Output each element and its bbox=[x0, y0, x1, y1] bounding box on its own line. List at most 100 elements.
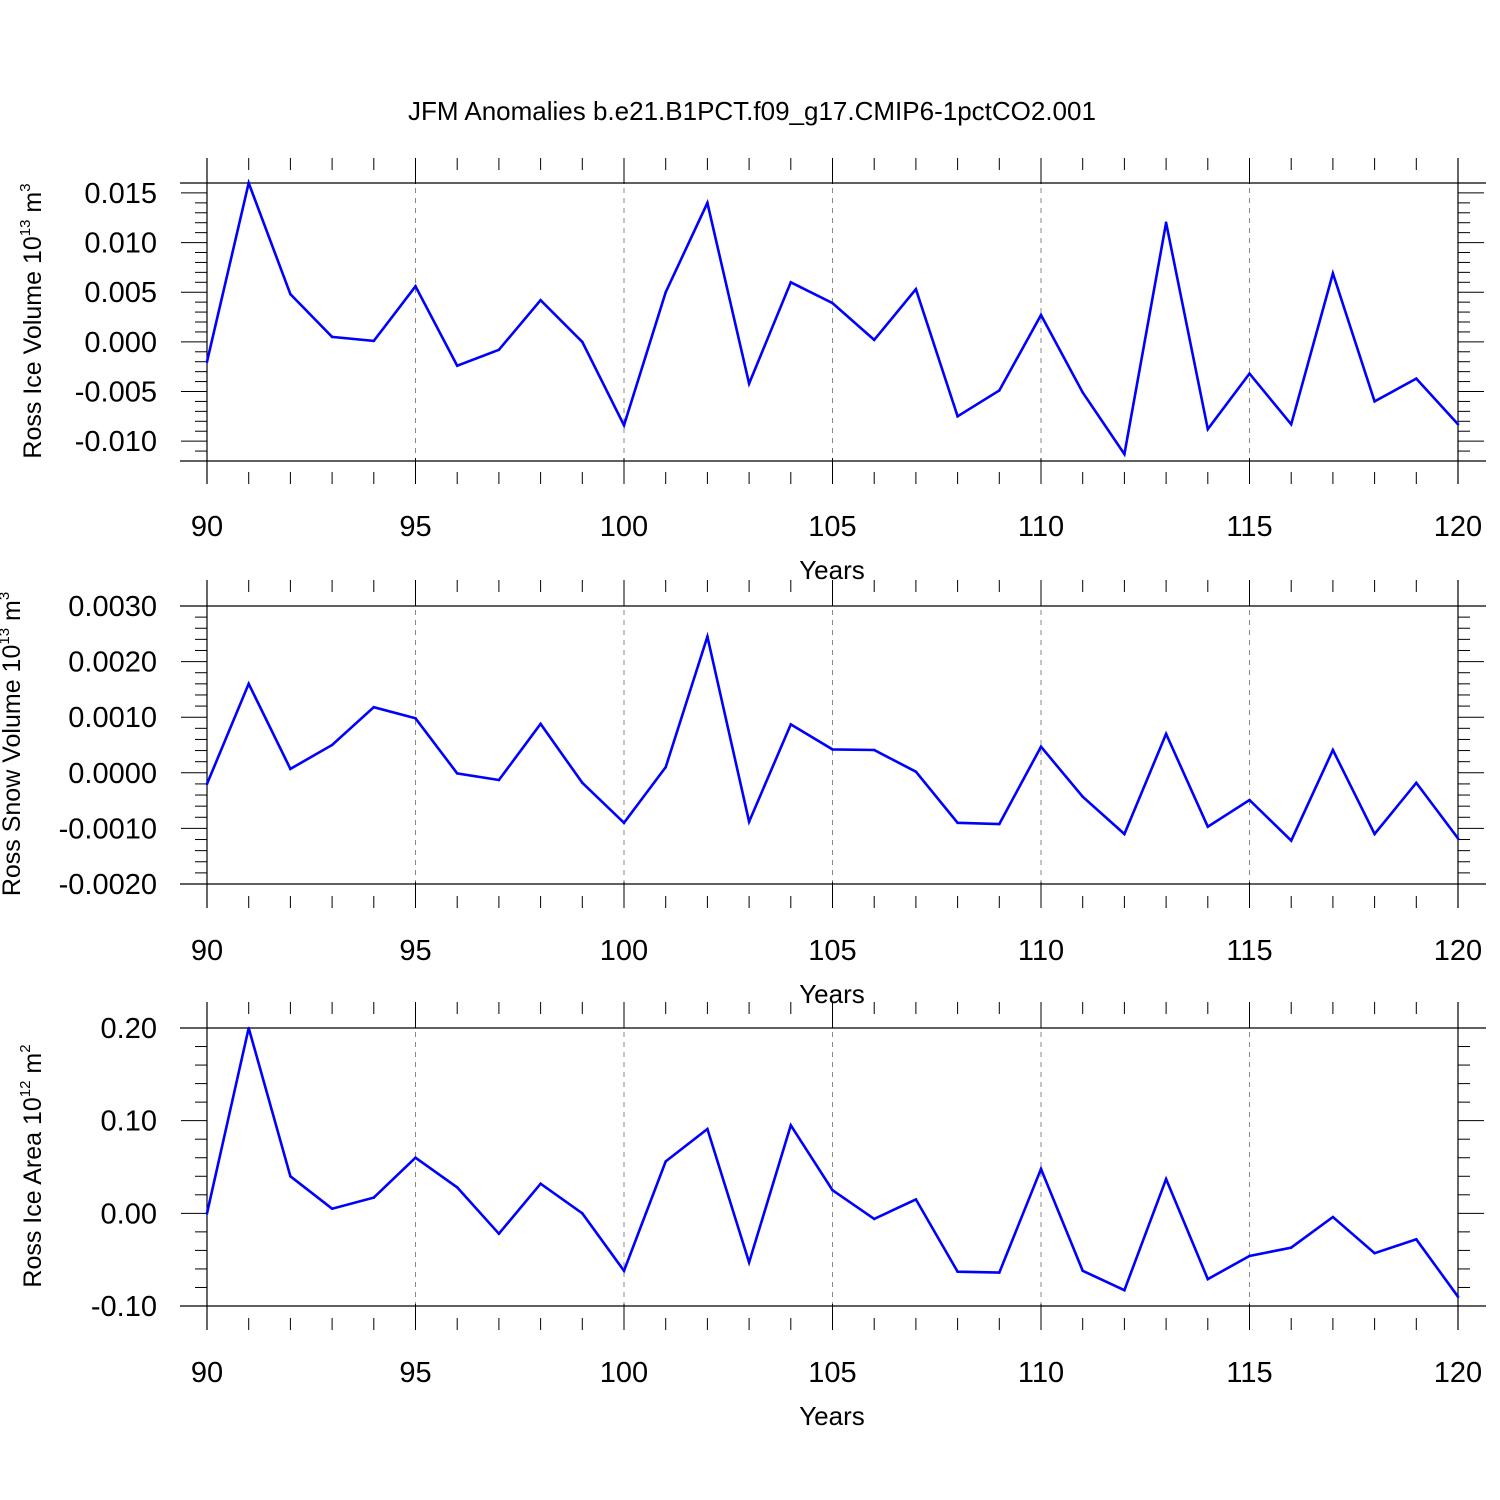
data-point bbox=[831, 301, 834, 305]
chart-panel-2: -0.0020 -0.0010 0.0000 0.0010 0.0020 0.0030 90… bbox=[0, 580, 1486, 1009]
data-point bbox=[789, 723, 793, 726]
data-point bbox=[998, 1271, 1001, 1274]
data-point bbox=[1248, 1254, 1251, 1258]
data-point bbox=[289, 767, 292, 771]
data-point bbox=[1206, 1277, 1210, 1281]
y-axis-label-unit: m bbox=[19, 1053, 47, 1081]
y-tick-label: 0.10 bbox=[101, 1106, 157, 1138]
data-point bbox=[247, 682, 250, 686]
data-point bbox=[205, 360, 209, 364]
y-tick-label: 0.00 bbox=[101, 1198, 157, 1230]
data-point bbox=[414, 284, 417, 288]
data-point bbox=[1039, 745, 1043, 748]
y-axis-label-exponent: 13 bbox=[0, 628, 13, 645]
y-axis-label-unit-exponent: 3 bbox=[17, 183, 34, 191]
data-point bbox=[789, 1124, 793, 1127]
data-point bbox=[372, 1196, 376, 1199]
data-point bbox=[1123, 832, 1126, 836]
data-point bbox=[1248, 372, 1251, 375]
x-tick-label: 120 bbox=[1434, 511, 1482, 543]
x-tick-label: 100 bbox=[600, 1357, 648, 1389]
data-point bbox=[539, 722, 542, 726]
y-tick-label: 0.015 bbox=[84, 178, 157, 210]
data-point bbox=[622, 1269, 626, 1273]
data-point bbox=[330, 1207, 334, 1210]
data-point bbox=[205, 1212, 209, 1215]
data-point bbox=[1039, 1167, 1043, 1171]
data-point bbox=[998, 822, 1001, 826]
data-point bbox=[247, 1026, 250, 1030]
data-point bbox=[914, 287, 918, 291]
data-point bbox=[1373, 1251, 1376, 1255]
data-point bbox=[1373, 400, 1376, 403]
y-axis-label-exponent: 12 bbox=[17, 1081, 34, 1098]
y-axis-label-unit-exponent: 2 bbox=[17, 1044, 34, 1052]
data-point bbox=[664, 1160, 667, 1163]
data-point bbox=[455, 1186, 459, 1189]
y-axis-label: Ross Snow Volume 1013 m3 bbox=[0, 592, 26, 896]
data-point bbox=[914, 770, 918, 773]
x-tick-label: 115 bbox=[1226, 935, 1272, 967]
data-point bbox=[872, 338, 876, 342]
data-point bbox=[1373, 832, 1376, 836]
data-point bbox=[1039, 313, 1043, 317]
data-point bbox=[1456, 422, 1460, 426]
x-tick-label: 110 bbox=[1018, 511, 1064, 543]
x-tick-label: 115 bbox=[1226, 511, 1272, 543]
x-tick-label: 115 bbox=[1226, 1357, 1272, 1389]
y-tick-label: -0.010 bbox=[75, 426, 157, 458]
data-point bbox=[747, 1261, 751, 1264]
x-tick-label: 90 bbox=[191, 935, 223, 967]
data-point bbox=[914, 1198, 918, 1201]
data-point bbox=[205, 782, 209, 786]
data-point bbox=[581, 781, 584, 785]
x-tick-label: 95 bbox=[399, 935, 431, 967]
data-point bbox=[1331, 748, 1335, 752]
data-point bbox=[747, 382, 751, 385]
y-tick-label: 0.0010 bbox=[68, 702, 157, 734]
y-axis-label-text: Ross Ice Area 10 bbox=[19, 1097, 47, 1287]
x-tick-label: 90 bbox=[191, 511, 223, 543]
y-tick-label: 0.20 bbox=[101, 1013, 157, 1045]
data-point bbox=[372, 339, 376, 343]
data-point bbox=[1123, 452, 1126, 456]
data-point bbox=[664, 290, 667, 294]
chart-title: JFM Anomalies b.e21.B1PCT.f09_g17.CMIP6-… bbox=[408, 96, 1096, 126]
data-point bbox=[1415, 1237, 1418, 1241]
y-tick-label: 0.0000 bbox=[68, 758, 157, 790]
y-axis-label: Ross Ice Area 1012 m2 bbox=[17, 1044, 47, 1287]
y-tick-label: -0.005 bbox=[75, 377, 157, 409]
x-tick-label: 100 bbox=[600, 511, 648, 543]
y-axis-label: Ross Ice Volume 1013 m3 bbox=[17, 183, 47, 458]
data-point bbox=[497, 348, 501, 352]
data-point bbox=[414, 717, 417, 720]
y-axis-label-exponent: 13 bbox=[17, 220, 34, 237]
data-point bbox=[372, 705, 376, 709]
data-point bbox=[1331, 272, 1335, 275]
data-point bbox=[1248, 798, 1251, 802]
x-tick-label: 90 bbox=[191, 1357, 223, 1389]
data-point bbox=[872, 748, 876, 752]
y-tick-label: -0.0010 bbox=[59, 813, 157, 845]
x-tick-label: 95 bbox=[399, 1357, 431, 1389]
data-point bbox=[455, 364, 459, 367]
x-tick-label: 110 bbox=[1018, 935, 1064, 967]
data-point bbox=[289, 292, 292, 296]
panels-group: -0.010 -0.005 0.000 0.005 0.010 0.015 90 95 100 1… bbox=[0, 158, 1486, 1431]
data-point bbox=[747, 820, 751, 824]
data-point bbox=[539, 298, 542, 302]
data-point bbox=[789, 280, 793, 284]
y-axis-label-text: Ross Snow Volume 10 bbox=[0, 645, 26, 897]
data-point bbox=[1206, 427, 1210, 431]
x-tick-label: 110 bbox=[1018, 1357, 1064, 1389]
data-point bbox=[956, 1270, 959, 1274]
data-point bbox=[1164, 1177, 1168, 1181]
y-tick-label: 0.0020 bbox=[68, 647, 157, 679]
data-point bbox=[414, 1156, 417, 1160]
data-point bbox=[497, 778, 501, 782]
x-tick-label: 105 bbox=[808, 935, 856, 967]
data-point bbox=[1081, 795, 1084, 799]
x-tick-label: 105 bbox=[808, 1357, 856, 1389]
x-tick-label: 100 bbox=[600, 935, 648, 967]
